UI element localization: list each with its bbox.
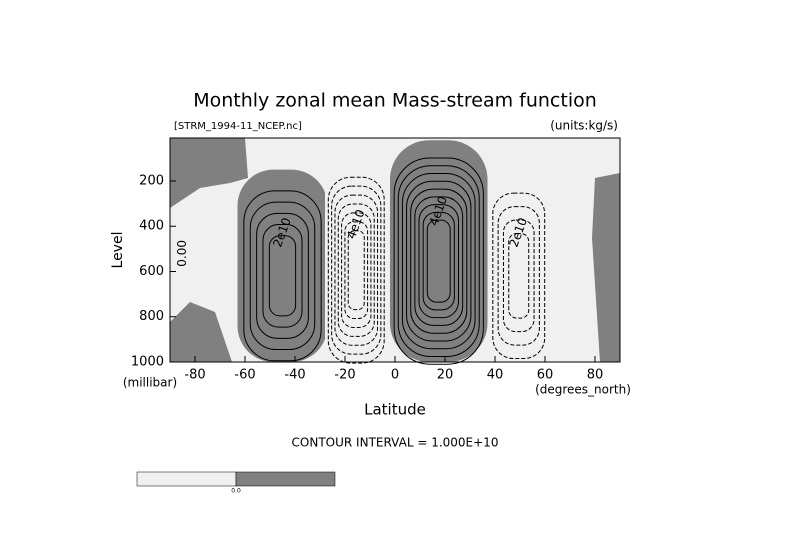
- x-axis-label: Latitude: [364, 401, 426, 419]
- y-unit: (millibar): [123, 376, 177, 390]
- contour-line: [401, 173, 476, 350]
- y-axis-label: Level: [110, 232, 126, 269]
- contour-line: [347, 230, 365, 311]
- x-tick-label: 80: [587, 368, 604, 383]
- shade-region: [592, 173, 620, 362]
- x-tick-label: -40: [284, 368, 305, 383]
- contour-line: [418, 204, 459, 319]
- y-tick-label: 400: [139, 219, 164, 234]
- shade-region: [170, 138, 248, 208]
- contour-line: [262, 224, 303, 328]
- x-tick-label: 20: [437, 368, 454, 383]
- contour-line: [508, 233, 530, 319]
- contour-line: [497, 206, 540, 346]
- x-unit: (degrees_north): [535, 383, 631, 397]
- contour-line: [243, 190, 322, 362]
- cell-region: [237, 169, 328, 362]
- shade-region: [170, 302, 232, 362]
- x-tick-label: 60: [537, 368, 554, 383]
- contour-line: [422, 211, 455, 311]
- cell-region: [325, 158, 388, 362]
- y-tick-label: 600: [139, 264, 164, 279]
- subtitle-right: (units:kg/s): [550, 119, 618, 133]
- colorbar-positive: [235, 471, 336, 487]
- contour-line: [502, 219, 535, 333]
- chart-title: Monthly zonal mean Mass-stream function: [193, 90, 597, 112]
- x-tick-label: -60: [234, 368, 255, 383]
- contour-line: [393, 157, 484, 365]
- contour-line: [327, 176, 385, 364]
- contour-line: [334, 194, 379, 346]
- y-tick-label: 800: [139, 309, 164, 324]
- x-tick-label: -80: [184, 368, 205, 383]
- contour-line: [344, 221, 369, 320]
- contour-line: [406, 180, 472, 342]
- contour-line: [337, 203, 375, 337]
- contour-line: [410, 188, 468, 334]
- x-tick-label: -20: [334, 368, 355, 383]
- y-tick-label: 200: [139, 173, 164, 188]
- x-tick-label: 0: [391, 368, 399, 383]
- cell-region: [487, 169, 550, 362]
- colorbar-negative: [136, 471, 237, 487]
- x-tick-label: 40: [487, 368, 504, 383]
- contour-line: [268, 235, 297, 317]
- colorbar-label: 0.0: [231, 488, 241, 495]
- y-tick-label: 1000: [131, 355, 164, 370]
- contour-line: [341, 212, 372, 328]
- contour-line: [426, 219, 451, 303]
- subtitle-left: [STRM_1994-11_NCEP.nc]: [174, 121, 302, 132]
- contour-line: [331, 185, 382, 355]
- contour-note: CONTOUR INTERVAL = 1.000E+10: [292, 436, 499, 450]
- contour-line: [414, 196, 464, 326]
- contour-line: [397, 165, 480, 357]
- contour-line: [492, 192, 546, 360]
- contour-line: [256, 212, 309, 339]
- contour-line: [249, 201, 316, 351]
- contour-label: 0.00: [175, 240, 189, 267]
